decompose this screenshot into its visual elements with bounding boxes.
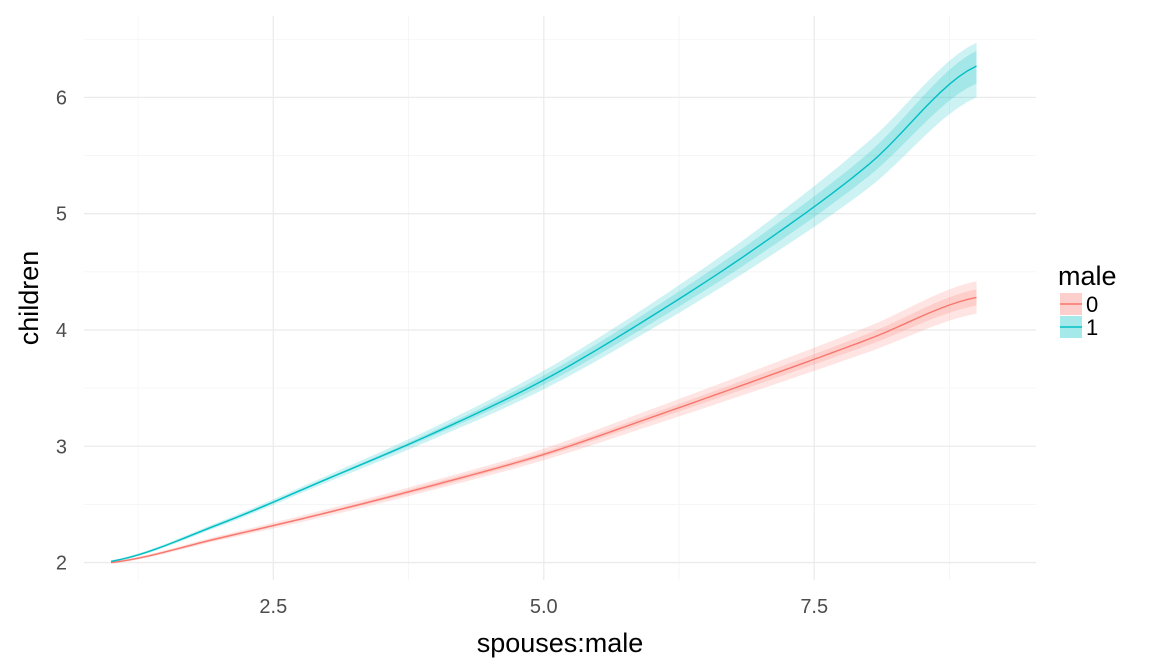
x-tick-label: 7.5 [800, 596, 828, 618]
x-tick-label: 2.5 [259, 596, 287, 618]
grid [84, 16, 1036, 580]
y-tick-label: 4 [56, 320, 67, 342]
legend-label-0: 0 [1086, 292, 1098, 317]
series-lines [110, 65, 977, 564]
y-tick-label: 5 [56, 204, 67, 226]
legend: male 01 [1058, 261, 1117, 340]
y-tick-label: 3 [56, 436, 67, 458]
tick-labels: 2.5 5.0 7.5 2 3 4 5 6 [56, 87, 828, 618]
x-tick-label: 5.0 [530, 596, 558, 618]
legend-keys: 01 [1060, 292, 1098, 340]
y-tick-label: 2 [56, 553, 67, 575]
y-tick-label: 6 [56, 87, 67, 109]
y-axis-title: children [14, 251, 44, 346]
series-line-1 [110, 65, 977, 563]
x-axis-title: spouses:male [477, 628, 644, 658]
series-line-0 [110, 296, 977, 564]
legend-title: male [1058, 261, 1117, 291]
legend-label-1: 1 [1086, 315, 1098, 340]
